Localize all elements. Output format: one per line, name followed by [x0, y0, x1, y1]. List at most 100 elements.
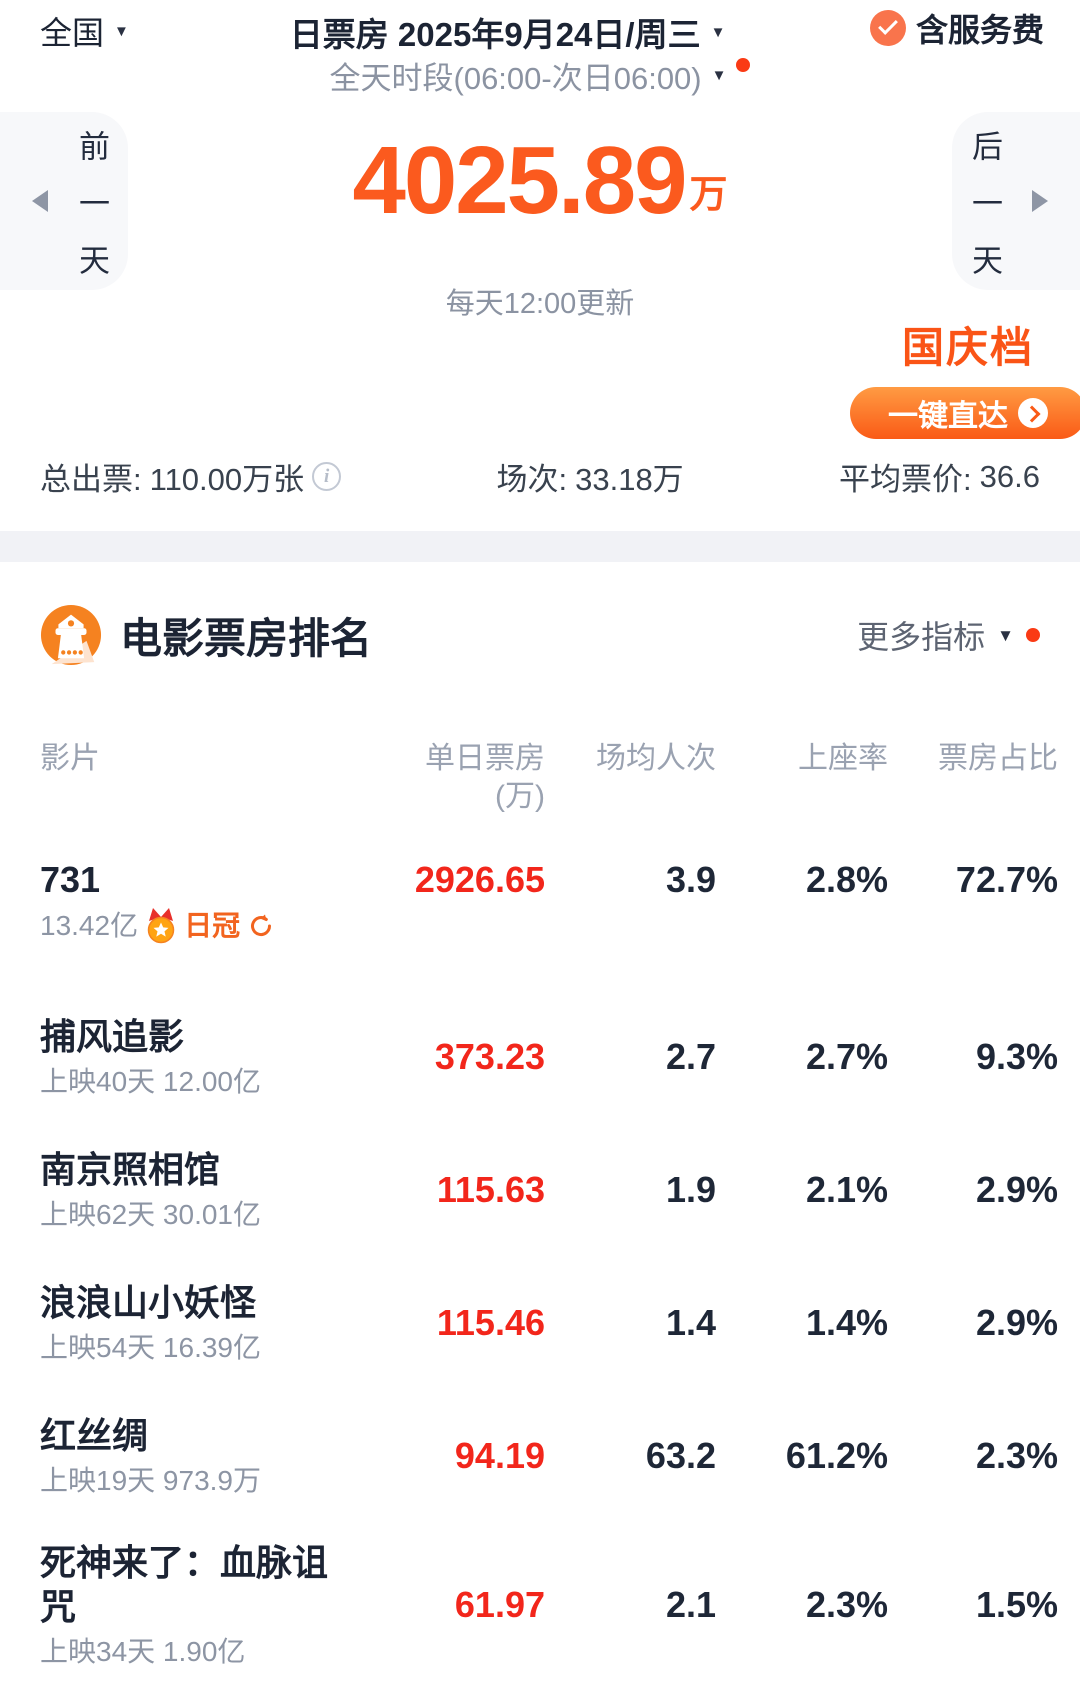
- occupancy-rate: 2.3%: [805, 1583, 888, 1625]
- table-row[interactable]: 红丝绸 上映19天 973.9万 94.19 63.2 61.2% 2.3%: [40, 1389, 1058, 1522]
- top-bar: 全国 ▼ 日票房 2025年9月24日/周三 ▼ 含服务费: [0, 0, 1080, 53]
- time-range-label: 全天时段(06:00-次日06:00): [329, 60, 702, 96]
- page-title: 日票房 2025年9月24日/周三: [289, 16, 701, 53]
- table-row[interactable]: 捕风追影 上映40天 12.00亿 373.23 2.7 2.7% 9.3%: [40, 990, 1058, 1123]
- avg-attendance: 3.9: [665, 859, 716, 900]
- more-metrics-button[interactable]: 更多指标 ▼: [857, 612, 1040, 658]
- stat-label: 总出票:: [40, 462, 142, 497]
- occupancy-rate: 2.1%: [805, 1168, 888, 1210]
- film-subtitle: 上映62天 30.01亿: [40, 1198, 261, 1230]
- daily-champion-badge: 日冠: [184, 910, 241, 941]
- service-fee-label: 含服务费: [915, 12, 1044, 48]
- summary-stats: 总出票: 110.00万张 i 场次: 33.18万 平均票价: 36.6: [40, 454, 1040, 499]
- stat-value: 33.18万: [575, 462, 684, 497]
- occupancy-rate: 1.4%: [805, 1301, 888, 1343]
- prev-day-label: 前 一 天: [79, 129, 110, 279]
- table-row[interactable]: 死神来了：血脉诅咒 上映34天 1.90亿 61.97 2.1 2.3% 1.5…: [40, 1522, 1058, 1686]
- chevron-down-icon: ▼: [711, 66, 727, 84]
- box-office-share: 2.3%: [975, 1434, 1058, 1476]
- column-header-film: 影片: [40, 742, 100, 775]
- table-row[interactable]: 731 13.42亿 日冠: [40, 858, 1058, 990]
- chevron-down-icon: ▼: [710, 23, 726, 41]
- occupancy-rate: 2.8%: [805, 859, 888, 900]
- next-day-button[interactable]: 后 一 天: [952, 112, 1080, 290]
- daily-gross: 2926.65: [414, 859, 545, 900]
- column-header-avg-attendance: 场均人次: [596, 742, 716, 775]
- promo-title: 国庆档: [901, 324, 1034, 371]
- total-unit: 万: [689, 174, 728, 217]
- avg-attendance: 63.2: [645, 1434, 716, 1476]
- occupancy-rate: 61.2%: [785, 1434, 888, 1476]
- film-cell: 捕风追影 上映40天 12.00亿: [40, 1015, 360, 1099]
- film-subtitle: 上映34天 1.90亿: [40, 1635, 246, 1667]
- stat-avg-price: 平均票价: 36.6: [839, 454, 1040, 499]
- check-icon: [869, 10, 906, 46]
- daily-gross: 94.19: [454, 1434, 545, 1476]
- film-name: 死神来了：血脉诅咒: [40, 1541, 329, 1627]
- promo-button-label: 一键直达: [888, 400, 1008, 433]
- box-office-share: 2.9%: [975, 1168, 1058, 1210]
- film-total-gross: 13.42亿: [40, 910, 139, 941]
- occupancy-rate: 2.7%: [805, 1035, 888, 1077]
- column-header-occupancy: 上座率: [798, 742, 888, 775]
- stat-value: 110.00万张: [149, 462, 305, 497]
- arrow-left-icon: [32, 190, 48, 212]
- daily-gross: 61.97: [454, 1583, 545, 1625]
- column-header-daily: 单日票房 (万): [425, 742, 545, 813]
- info-icon[interactable]: i: [312, 462, 342, 491]
- table-row[interactable]: 南京照相馆 上映62天 30.01亿 115.63 1.9 2.1% 2.9%: [40, 1123, 1058, 1256]
- hero-section: 前 一 天 4025.89 万 每天12:00更新 后 一 天 国庆档 一键直达: [0, 100, 1080, 439]
- prev-day-button[interactable]: 前 一 天: [0, 112, 128, 290]
- notification-dot: [736, 58, 751, 72]
- film-cell: 南京照相馆 上映62天 30.01亿: [40, 1148, 360, 1232]
- chevron-down-icon: ▼: [997, 625, 1014, 645]
- stat-total-tickets: 总出票: 110.00万张 i: [40, 454, 342, 499]
- film-name: 731: [40, 859, 101, 900]
- section-divider: [0, 531, 1080, 562]
- update-note: 每天12:00更新: [445, 288, 635, 320]
- table-header-row: 影片 单日票房 (万) 场均人次 上座率 票房占比: [40, 740, 1058, 816]
- section-title: 电影票房排名: [120, 614, 373, 662]
- stat-label: 平均票价:: [839, 462, 972, 497]
- film-subtitle: 上映40天 12.00亿: [40, 1065, 261, 1097]
- avg-attendance: 2.1: [665, 1583, 716, 1625]
- stat-showings: 场次: 33.18万: [496, 454, 683, 499]
- daily-box-office-total: 4025.89 万: [0, 126, 1080, 236]
- box-office-share: 2.9%: [975, 1301, 1058, 1343]
- film-cell: 浪浪山小妖怪 上映54天 16.39亿: [40, 1281, 360, 1365]
- film-name: 红丝绸: [40, 1414, 149, 1456]
- film-subtitle: 上映54天 16.39亿: [40, 1331, 261, 1363]
- film-name: 南京照相馆: [40, 1148, 221, 1190]
- stat-value: 36.6: [979, 458, 1040, 494]
- avg-attendance: 2.7: [665, 1035, 716, 1077]
- date-selector[interactable]: 日票房 2025年9月24日/周三 ▼: [290, 8, 726, 56]
- region-label: 全国: [40, 15, 105, 51]
- region-selector[interactable]: 全国 ▼: [40, 8, 129, 54]
- promo-quick-link-button[interactable]: 一键直达: [850, 387, 1080, 439]
- next-day-label: 后 一 天: [972, 129, 1003, 279]
- film-cell: 死神来了：血脉诅咒 上映34天 1.90亿: [40, 1541, 360, 1669]
- time-range-selector[interactable]: 全天时段(06:00-次日06:00) ▼: [0, 50, 1080, 100]
- total-value: 4025.89: [352, 127, 687, 234]
- medal-icon: [147, 908, 175, 944]
- service-fee-toggle[interactable]: 含服务费: [869, 5, 1044, 51]
- avg-attendance: 1.9: [665, 1168, 716, 1210]
- ranking-header: 电影票房排名 更多指标 ▼: [40, 604, 1040, 666]
- film-cell: 731 13.42亿 日冠: [40, 858, 360, 944]
- lighthouse-logo-icon: [40, 604, 102, 666]
- daily-gross: 115.46: [436, 1301, 545, 1343]
- column-header-share: 票房占比: [938, 742, 1058, 775]
- arrow-right-icon: [1032, 190, 1048, 212]
- circle-arrow-icon: [1018, 398, 1048, 428]
- daily-gross: 373.23: [434, 1035, 545, 1077]
- chevron-down-icon: ▼: [114, 22, 129, 40]
- daily-gross: 115.63: [436, 1168, 545, 1210]
- film-subtitle: 13.42亿 日冠: [40, 908, 344, 944]
- box-office-table: 影片 单日票房 (万) 场均人次 上座率 票房占比 731 13.42亿: [0, 740, 1080, 1686]
- avg-attendance: 1.4: [665, 1301, 716, 1343]
- national-day-promo: 国庆档 一键直达: [850, 314, 1080, 439]
- table-row[interactable]: 浪浪山小妖怪 上映54天 16.39亿 115.46 1.4 1.4% 2.9%: [40, 1256, 1058, 1389]
- refresh-icon[interactable]: [248, 913, 274, 939]
- more-metrics-label: 更多指标: [857, 619, 986, 655]
- box-office-share: 9.3%: [975, 1035, 1058, 1077]
